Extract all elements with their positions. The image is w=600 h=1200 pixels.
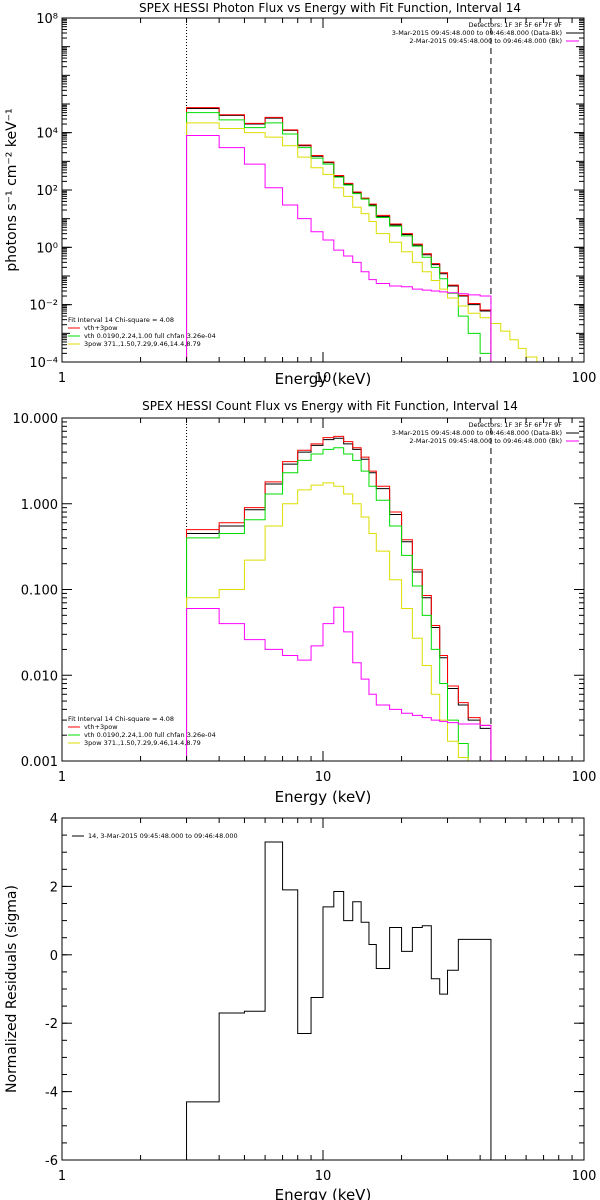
legend-entry: vth+3pow	[84, 723, 118, 731]
legend-header: Fit Interval 14 Chi-square = 4.08	[68, 715, 174, 723]
photon-flux-panel: SPEX HESSI Photon Flux vs Energy with Fi…	[4, 1, 596, 388]
series-2-line	[186, 447, 492, 761]
series-2-line	[186, 112, 492, 362]
legend-entry: vth+3pow	[84, 324, 118, 332]
x-axis-label: Energy (keV)	[275, 1186, 372, 1200]
plot-area	[186, 841, 492, 1160]
plot-frame	[61, 17, 585, 363]
y-tick-label: 10⁴	[36, 127, 58, 142]
plot-frame	[61, 417, 585, 762]
legend-entry: 14, 3-Mar-2015 09:45:48.000 to 09:46:48.…	[88, 832, 238, 840]
series-4-line	[186, 134, 492, 362]
x-axis-label: Energy (keV)	[275, 788, 372, 806]
legend-entry: 2-Mar-2015 09:45:48.000 to 09:46:48.000 …	[409, 37, 562, 45]
x-tick-label: 1	[58, 770, 66, 785]
legend-entry: 2-Mar-2015 09:45:48.000 to 09:46:48.000 …	[409, 437, 562, 445]
y-tick-label: 10⁻²	[29, 299, 58, 314]
y-tick-label: -2	[45, 1017, 58, 1032]
legend-entry: Detectors: 1F 3F 5F 6F 7F 9F	[468, 21, 562, 29]
series-1-line	[186, 107, 492, 362]
x-tick-label: 10	[315, 770, 332, 785]
plot-area	[186, 18, 560, 362]
series-4-line	[186, 606, 492, 761]
x-tick-label: 100	[572, 1169, 597, 1184]
x-axis-label: Energy (keV)	[275, 370, 372, 388]
x-tick-label: 1	[58, 1169, 66, 1184]
x-tick-label: 10	[315, 371, 332, 386]
y-tick-label: 2	[50, 880, 58, 895]
legend-entry: Detectors: 1F 3F 5F 6F 7F 9F	[468, 421, 562, 429]
y-tick-label: 0.010	[21, 669, 58, 684]
plot-area	[186, 418, 492, 761]
legend-entry: vth 0.0190,2.24,1.00 full chfan 3.26e-04	[84, 731, 216, 739]
y-tick-label: 0.100	[21, 584, 58, 599]
series-3-line	[186, 482, 492, 761]
y-tick-label: 10⁸	[36, 12, 58, 27]
y-tick-label: 4	[50, 812, 58, 827]
y-tick-label: -4	[45, 1086, 58, 1101]
y-axis-label: Normalized Residuals (sigma)	[4, 885, 20, 1093]
series-1-line	[186, 435, 492, 761]
y-tick-label: 1.000	[21, 498, 58, 513]
y-tick-label: 10⁰	[36, 241, 58, 256]
panel-title: SPEX HESSI Photon Flux vs Energy with Fi…	[139, 1, 521, 15]
legend-entry: 3-Mar-2015 09:45:48.000 to 09:46:48.000 …	[392, 29, 562, 37]
count-flux-panel: SPEX HESSI Count Flux vs Energy with Fit…	[13, 399, 597, 806]
legend-entry: 3-Mar-2015 09:45:48.000 to 09:46:48.000 …	[392, 429, 562, 437]
y-axis-label: photons s⁻¹ cm⁻² keV⁻¹	[4, 108, 20, 271]
series-0-line	[186, 841, 492, 1160]
series-3-line	[186, 122, 560, 362]
x-tick-label: 10	[315, 1169, 332, 1184]
legend-header: Fit Interval 14 Chi-square = 4.08	[68, 316, 174, 324]
y-tick-label: 10²	[36, 184, 58, 199]
y-tick-label: 0	[50, 949, 58, 964]
legend-entry: vth 0.0190,2.24,1.00 full chfan 3.26e-04	[84, 332, 216, 340]
residuals-panel: 1 10 100 -6 -4 -2 0 2 4 Energy (keV) Normalized Re…	[4, 812, 596, 1200]
y-tick-label: 10.000	[13, 412, 59, 427]
x-tick-label: 100	[572, 770, 597, 785]
x-tick-label: 1	[58, 371, 66, 386]
y-tick-label: 10⁻⁴	[29, 356, 58, 371]
series-0-line	[186, 107, 492, 362]
legend-entry: 3pow 371.,1.50,7.29,9.46,14.4,8.79	[84, 340, 201, 348]
x-tick-label: 100	[572, 371, 597, 386]
y-tick-label: 0.001	[21, 755, 58, 770]
y-tick-label: -6	[45, 1154, 58, 1169]
panel-title: SPEX HESSI Count Flux vs Energy with Fit…	[142, 399, 518, 413]
legend-entry: 3pow 371.,1.50,7.29,9.46,14.4,8.79	[84, 739, 201, 747]
